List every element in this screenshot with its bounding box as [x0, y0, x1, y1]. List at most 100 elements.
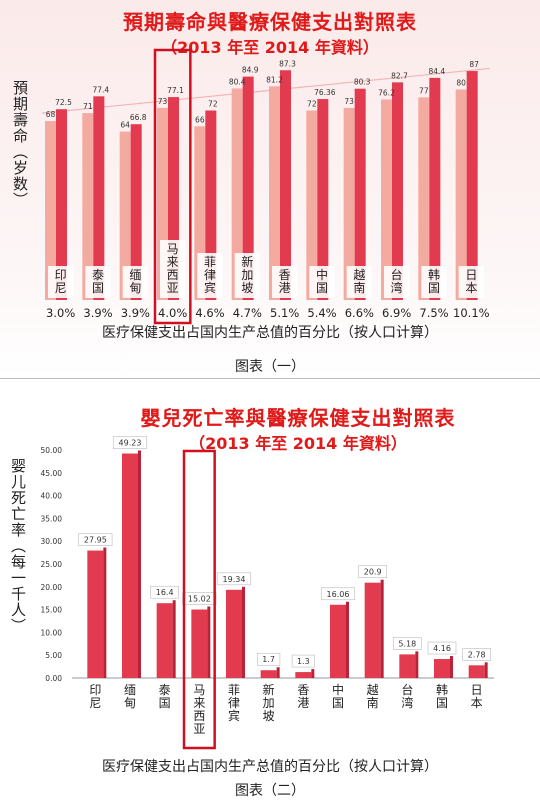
value-label-2: 16.4	[156, 588, 174, 597]
value-label-front-6: 87.3	[279, 59, 296, 68]
category-label-4: 菲律宾	[204, 255, 216, 295]
bar-front-11	[466, 71, 478, 300]
y-tick-4: 20.00	[41, 583, 63, 592]
value-label-back-2: 64	[120, 121, 130, 130]
bar-side-6	[311, 669, 315, 678]
chart-2-panel: 嬰兒死亡率與醫療保健支出對照表 （2013 年至 2014 年資料） 婴儿死亡率…	[0, 388, 540, 808]
value-label-front-4: 72	[208, 100, 218, 109]
bar-0	[87, 550, 104, 678]
category-label-0: 印尼	[89, 683, 101, 710]
value-box-9	[393, 637, 422, 650]
chart-1-panel: 預期壽命與醫療保健支出對照表 （2013 年至 2014 年資料） 預期壽命（岁…	[0, 0, 540, 378]
category-box-2	[122, 266, 148, 298]
value-box-2	[150, 585, 179, 599]
value-label-3: 15.02	[188, 595, 211, 604]
bar-front-0	[56, 109, 67, 300]
value-label-7: 16.06	[327, 590, 350, 599]
value-label-front-3: 77.1	[167, 86, 184, 95]
chart-2-subtitle: （2013 年至 2014 年資料）	[189, 434, 407, 453]
value-label-front-7: 76.36	[314, 88, 336, 97]
chart-1-y-label: 預期壽命（岁数）	[11, 80, 29, 208]
category-label-5: 新加坡	[263, 682, 275, 723]
value-label-back-1: 71	[83, 102, 93, 111]
y-tick-1: 5.00	[45, 651, 62, 660]
highlight-box	[153, 48, 192, 325]
bar-side-1	[138, 450, 141, 678]
percentage-label-2: 3.9%	[121, 306, 150, 320]
bar-front-7	[317, 99, 329, 300]
category-label-3: 马来西亚	[167, 242, 179, 295]
bar-front-2	[130, 124, 142, 300]
chart-1-x-label: 医疗保健支出占国内生产总值的百分比（按人口计算）	[102, 325, 438, 341]
bar-1	[122, 453, 138, 678]
category-box-11	[458, 266, 484, 298]
value-label-front-2: 66.8	[130, 113, 147, 122]
percentage-label-7: 5.4%	[307, 306, 336, 320]
value-box-5	[257, 652, 281, 666]
category-box-8	[346, 266, 372, 298]
value-label-6: 1.3	[297, 657, 310, 666]
value-label-back-8: 73	[344, 97, 354, 106]
bar-side-2	[172, 600, 176, 678]
chart-2-plot: 0.00 5.00 10.00 15.00 20.00 25.00 30.00 35.00 40…	[41, 436, 494, 750]
value-label-back-4: 66	[195, 115, 205, 124]
bar-side-7	[346, 601, 349, 678]
bar-side-10	[450, 656, 453, 678]
bar-side-9	[415, 651, 419, 678]
percentage-label-6: 5.1%	[270, 306, 299, 320]
bar-front-9	[392, 82, 403, 300]
percentage-label-5: 4.7%	[233, 306, 262, 320]
value-label-front-8: 80.3	[354, 78, 371, 87]
value-box-3	[182, 592, 217, 605]
value-box-0	[78, 533, 113, 546]
category-label-1: 泰国	[92, 268, 104, 295]
category-label-6: 香港	[279, 268, 291, 295]
trend-line	[41, 67, 491, 114]
bar-back-5	[231, 88, 243, 300]
category-label-8: 越南	[353, 268, 365, 295]
category-label-7: 中国	[316, 267, 328, 295]
value-label-8: 20.9	[364, 568, 382, 577]
bar-8	[364, 582, 381, 678]
value-label-back-5: 80.4	[229, 77, 246, 86]
y-tick-8: 40.00	[41, 492, 63, 501]
bar-front-6	[280, 70, 291, 301]
y-tick-9: 45.00	[41, 469, 63, 478]
bar-9	[399, 654, 416, 678]
bar-front-10	[429, 77, 441, 300]
percentage-label-1: 3.9%	[83, 306, 112, 320]
percentage-label-8: 6.6%	[345, 306, 374, 320]
y-tick-2: 10.00	[41, 628, 63, 637]
category-box-3	[160, 240, 186, 298]
value-label-9: 5.18	[398, 639, 416, 648]
value-label-4: 19.34	[223, 575, 246, 584]
value-label-back-3: 73	[158, 97, 168, 106]
y-tick-0: 0.00	[45, 674, 62, 683]
category-box-1	[85, 266, 111, 298]
category-box-6	[272, 266, 298, 298]
bar-back-1	[82, 113, 94, 300]
y-tick-7: 35.00	[41, 514, 63, 523]
bar-back-4	[194, 126, 206, 300]
bar-back-8	[343, 107, 355, 300]
value-label-10: 4.16	[433, 644, 451, 653]
category-box-0	[48, 266, 74, 298]
value-label-front-10: 84.4	[428, 67, 445, 76]
category-label-8: 越南	[367, 683, 379, 710]
bar-11	[468, 665, 485, 678]
bar-back-11	[455, 89, 467, 300]
value-label-back-11: 80	[456, 78, 466, 87]
category-label-9: 台湾	[391, 267, 403, 295]
percentage-label-10: 7.5%	[419, 306, 448, 320]
bar-back-10	[418, 97, 430, 300]
category-label-10: 韩国	[428, 267, 440, 295]
category-label-10: 韩国	[436, 682, 448, 710]
value-label-front-9: 82.7	[391, 71, 408, 80]
percentage-label-0: 3.0%	[46, 306, 75, 320]
value-box-4	[216, 572, 252, 586]
category-label-7: 中国	[332, 682, 344, 710]
bar-5	[260, 670, 277, 678]
chart-2-caption: 图表（二）	[235, 783, 305, 799]
value-box-8	[358, 565, 387, 578]
